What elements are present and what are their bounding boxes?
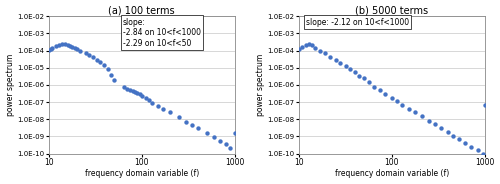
Point <box>66 44 74 47</box>
Title: (a) 100 terms: (a) 100 terms <box>108 6 175 16</box>
Title: (b) 5000 terms: (b) 5000 terms <box>355 6 428 16</box>
Point <box>474 149 482 152</box>
Point <box>48 46 56 49</box>
Point <box>478 152 486 155</box>
Point <box>174 116 182 119</box>
Point <box>222 143 230 146</box>
Point <box>46 47 54 50</box>
Point <box>82 52 90 55</box>
Point <box>148 101 156 104</box>
Point <box>216 139 224 142</box>
Point <box>298 46 306 49</box>
Point <box>166 111 173 114</box>
Point <box>134 92 141 95</box>
Point <box>138 94 145 97</box>
Point <box>430 123 438 126</box>
Point <box>302 43 310 46</box>
Point <box>131 91 139 94</box>
Point <box>44 48 52 51</box>
Point <box>52 45 60 48</box>
Point <box>424 119 432 122</box>
Text: slope:
-2.84 on 10<f<1000
-2.29 on 10<f<50: slope: -2.84 on 10<f<1000 -2.29 on 10<f<… <box>123 18 201 47</box>
Point <box>481 103 489 106</box>
Point <box>388 96 396 99</box>
Point <box>294 48 302 51</box>
Point <box>55 44 63 47</box>
Point <box>394 100 402 103</box>
Point <box>120 85 128 88</box>
Point <box>350 71 358 74</box>
Y-axis label: power spectrum: power spectrum <box>6 54 15 116</box>
Point <box>145 99 153 102</box>
Point <box>107 73 115 76</box>
Point <box>128 89 136 92</box>
Point <box>159 107 167 110</box>
Point <box>462 142 469 145</box>
Point <box>194 127 202 130</box>
Point <box>202 132 210 135</box>
Point <box>226 146 234 149</box>
Point <box>142 96 150 99</box>
Point <box>124 87 132 90</box>
Point <box>360 77 368 79</box>
Point <box>336 61 344 64</box>
Point <box>136 93 143 96</box>
Point <box>418 115 426 118</box>
Point <box>365 80 373 83</box>
Point <box>96 60 104 63</box>
X-axis label: frequency domain variable (f): frequency domain variable (f) <box>84 169 199 178</box>
Point <box>231 132 239 135</box>
Point <box>93 58 101 61</box>
Text: slope: -2.12 on 10<f<1000: slope: -2.12 on 10<f<1000 <box>306 18 409 27</box>
Point <box>468 145 475 148</box>
Point <box>85 54 93 56</box>
Point <box>342 64 349 67</box>
Point <box>320 52 328 55</box>
Point <box>412 111 420 114</box>
Y-axis label: power spectrum: power spectrum <box>256 54 264 116</box>
X-axis label: frequency domain variable (f): frequency domain variable (f) <box>334 169 449 178</box>
Point <box>308 44 316 47</box>
Point <box>356 74 364 77</box>
Point <box>326 55 334 58</box>
Point <box>332 58 340 61</box>
Point <box>182 120 190 123</box>
Point <box>154 104 162 107</box>
Point <box>437 127 445 130</box>
Point <box>210 136 218 139</box>
Point <box>89 56 97 59</box>
Point <box>450 134 458 137</box>
Point <box>104 67 112 70</box>
Point <box>68 46 76 49</box>
Point <box>406 107 413 110</box>
Point <box>398 103 406 106</box>
Point <box>100 63 108 66</box>
Point <box>370 85 378 88</box>
Point <box>58 43 66 46</box>
Point <box>316 49 324 52</box>
Point <box>311 46 319 49</box>
Point <box>110 78 118 81</box>
Point <box>305 42 313 45</box>
Point <box>64 43 72 46</box>
Point <box>76 50 84 53</box>
Point <box>188 124 196 127</box>
Point <box>381 92 389 95</box>
Point <box>376 89 384 92</box>
Point <box>444 130 452 133</box>
Point <box>61 43 69 46</box>
Point <box>346 68 354 71</box>
Point <box>72 48 80 51</box>
Point <box>70 47 78 50</box>
Point <box>455 137 463 140</box>
Point <box>126 89 134 92</box>
